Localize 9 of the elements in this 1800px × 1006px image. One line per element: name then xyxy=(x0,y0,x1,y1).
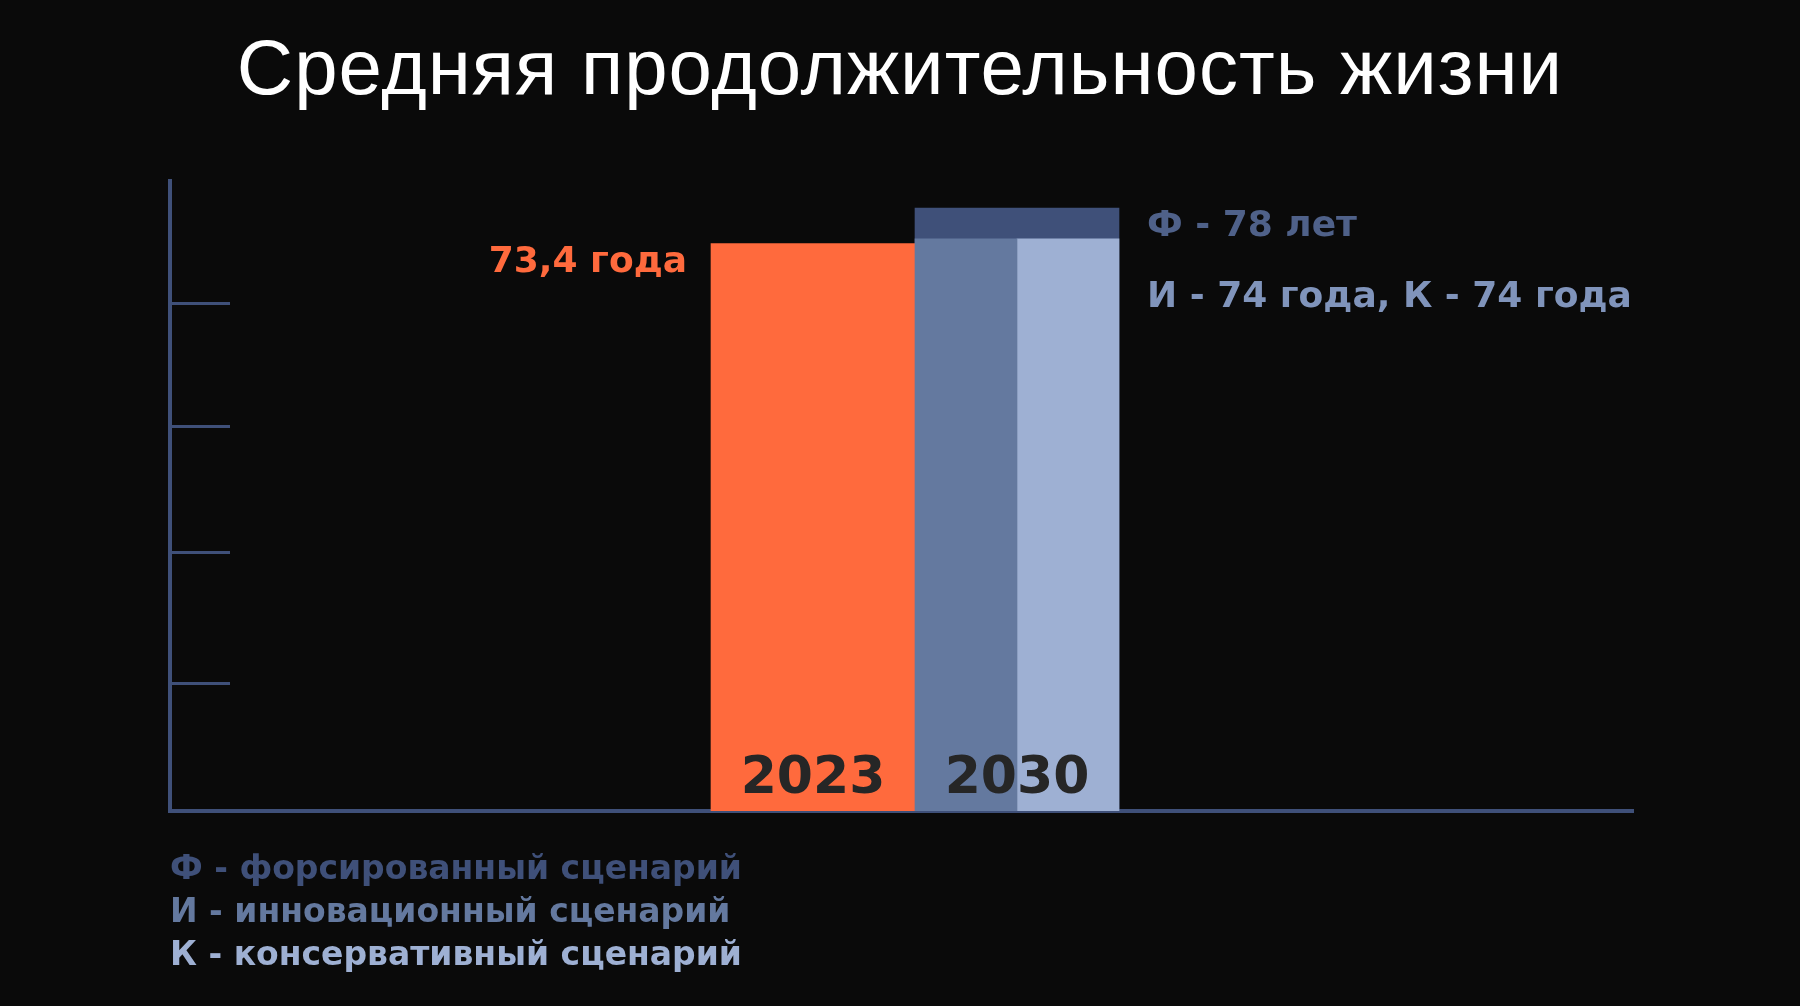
text: И - инновационный сценарий xyxy=(170,890,732,932)
text: К - консервативный сценарий xyxy=(170,933,742,975)
x-tick-label: 2030 xyxy=(944,744,1090,805)
chart-title: Средняя продолжительность жизни xyxy=(235,22,1565,113)
text: 73,4 года xyxy=(488,239,687,281)
text: Ф - форсированный сценарий xyxy=(170,847,742,889)
text: И - 74 года, К - 74 года xyxy=(1147,274,1632,316)
text: Ф - 78 лет xyxy=(1147,203,1358,245)
x-tick-label: 2023 xyxy=(740,744,886,805)
